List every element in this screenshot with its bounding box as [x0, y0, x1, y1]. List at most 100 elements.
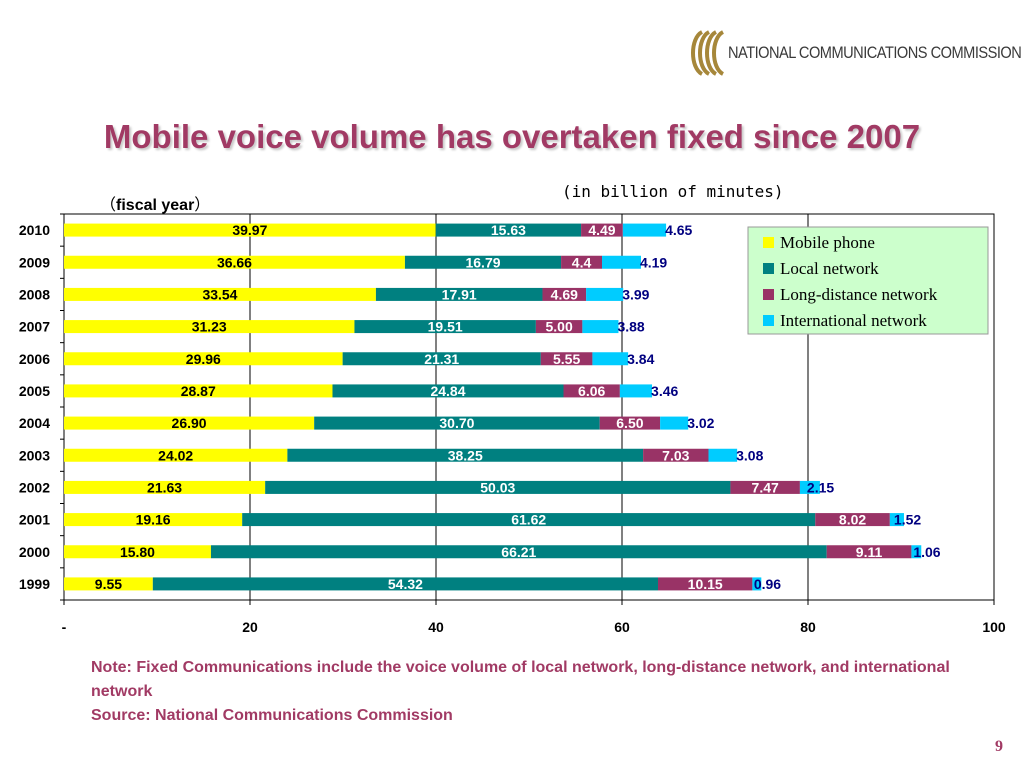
data-label: 39.97 [232, 222, 267, 238]
data-label: 15.80 [120, 544, 155, 560]
bar-long-distance-network [581, 223, 623, 237]
bar-international-network [752, 577, 762, 591]
bar-long-distance-network [542, 287, 587, 301]
page-number: 9 [995, 738, 1003, 755]
data-label: 38.25 [448, 447, 483, 463]
bar-mobile-phone [64, 255, 405, 269]
data-label: 4.65 [665, 222, 692, 238]
data-label: 36.66 [217, 254, 252, 270]
fiscal-year-open-paren: （ [100, 197, 117, 214]
bar-international-network [619, 384, 653, 398]
bar-local-network [354, 320, 536, 334]
bar-local-network [314, 416, 600, 430]
bar-mobile-phone [64, 545, 211, 559]
data-label: 5.00 [546, 319, 573, 335]
bar-local-network [342, 352, 541, 366]
bar-local-network [435, 223, 582, 237]
bar-local-network [375, 287, 543, 301]
data-label: 6.06 [578, 383, 605, 399]
bar-local-network [210, 545, 827, 559]
bar-international-network [889, 513, 904, 527]
y-category-label: 2008 [19, 286, 50, 302]
data-label: 4.4 [572, 254, 592, 270]
data-label: 7.03 [662, 447, 689, 463]
data-label: 8.02 [839, 512, 866, 528]
bar-local-network [242, 513, 816, 527]
bar-long-distance-network [815, 513, 890, 527]
legend-swatch [763, 315, 774, 326]
ncc-logo: NATIONAL COMMUNICATIONS COMMISSION [688, 28, 1022, 78]
data-label: 0.96 [754, 576, 781, 592]
bar-long-distance-network [540, 352, 593, 366]
data-label: 3.84 [627, 351, 654, 367]
data-label: 3.08 [736, 447, 763, 463]
data-label: 3.99 [622, 286, 649, 302]
data-label: 21.31 [424, 351, 459, 367]
bar-local-network [265, 480, 731, 494]
data-label: 3.02 [687, 415, 714, 431]
data-label: 19.16 [136, 512, 171, 528]
footnote: Note: Fixed Communications include the v… [91, 656, 951, 728]
ncc-logo-mark [691, 30, 725, 76]
y-category-label: 2010 [19, 222, 50, 238]
x-tick-label: 80 [800, 619, 816, 635]
slide-title: Mobile voice volume has overtaken fixed … [103, 118, 921, 155]
bar-long-distance-network [657, 577, 753, 591]
bar-mobile-phone [64, 480, 266, 494]
legend-swatch [763, 263, 774, 274]
y-category-label: 2005 [19, 383, 50, 399]
y-category-label: 2009 [19, 254, 50, 270]
x-tick-label: - [62, 619, 67, 635]
bar-international-network [799, 480, 820, 494]
bar-local-network [332, 384, 564, 398]
data-label: 4.49 [588, 222, 615, 238]
bar-long-distance-network [730, 480, 800, 494]
data-label: 24.02 [158, 447, 193, 463]
fiscal-year-text: fiscal year [116, 197, 195, 214]
x-tick-label: 20 [242, 619, 258, 635]
data-label: 5.55 [553, 351, 580, 367]
bar-long-distance-network [535, 320, 583, 334]
bar-international-network [586, 287, 624, 301]
bar-international-network [592, 352, 629, 366]
bar-mobile-phone [64, 352, 343, 366]
bar-long-distance-network [643, 448, 709, 462]
legend-swatch [763, 237, 774, 248]
data-label: 31.23 [192, 319, 227, 335]
data-label: 54.32 [388, 576, 423, 592]
data-label: 29.96 [186, 351, 221, 367]
y-category-label: 2006 [19, 351, 50, 367]
legend-label: Long-distance network [780, 285, 938, 304]
bar-international-network [622, 223, 667, 237]
data-label: 33.54 [202, 286, 237, 302]
y-category-label: 2001 [19, 512, 50, 528]
bar-mobile-phone [64, 416, 315, 430]
bar-international-network [582, 320, 619, 334]
data-label: 10.15 [688, 576, 723, 592]
y-category-label: 2007 [19, 319, 50, 335]
y-category-label: 2003 [19, 447, 50, 463]
bar-international-network [602, 255, 641, 269]
x-tick-label: 60 [614, 619, 630, 635]
x-tick-label: 40 [428, 619, 444, 635]
bar-international-network [660, 416, 689, 430]
legend-label: Mobile phone [780, 233, 875, 252]
bar-long-distance-network [561, 255, 603, 269]
bar-mobile-phone [64, 513, 243, 527]
data-label: 16.79 [465, 254, 500, 270]
data-label: 1.06 [913, 544, 940, 560]
bar-mobile-phone [64, 287, 376, 301]
data-label: 15.63 [491, 222, 526, 238]
data-label: 30.70 [439, 415, 474, 431]
fiscal-year-close-paren: ） [194, 197, 211, 214]
data-label: 28.87 [181, 383, 216, 399]
bar-long-distance-network [599, 416, 661, 430]
bar-local-network [287, 448, 644, 462]
legend-swatch [763, 289, 774, 300]
data-label: 24.84 [430, 383, 465, 399]
data-label: 9.55 [95, 576, 122, 592]
data-label: 9.11 [856, 544, 883, 560]
data-label: 4.19 [640, 254, 667, 270]
legend-label: International network [780, 311, 927, 330]
